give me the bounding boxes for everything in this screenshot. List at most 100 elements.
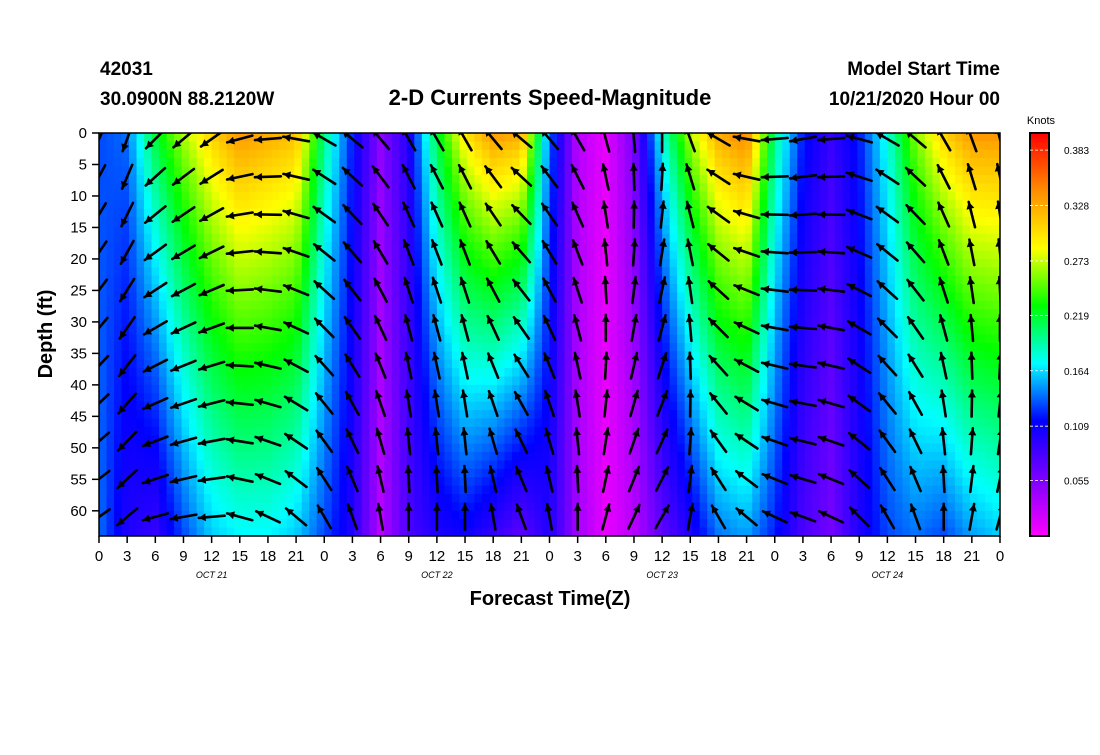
heatmap-cell [872,225,880,234]
heatmap-cell [234,141,242,150]
heatmap-cell [610,469,618,478]
heatmap-cell [700,158,708,167]
heatmap-cell [767,225,775,234]
heatmap-cell [182,293,190,302]
heatmap-cell [347,183,355,192]
heatmap-cell [99,192,107,201]
heatmap-cell [835,452,843,461]
heatmap-cell [737,519,745,528]
heatmap-cell [610,309,618,318]
heatmap-cell [467,469,475,478]
heatmap-cell [414,494,422,503]
heatmap-cell [805,225,813,234]
heatmap-cell [617,234,625,243]
heatmap-cell [257,444,265,453]
heatmap-cell [324,259,332,268]
heatmap-cell [797,343,805,352]
heatmap-cell [677,477,685,486]
heatmap-cell [692,360,700,369]
heatmap-cell [422,267,430,276]
heatmap-cell [414,435,422,444]
heatmap-cell [782,486,790,495]
heatmap-cell [362,511,370,520]
heatmap-cell [137,335,145,344]
heatmap-cell [677,402,685,411]
heatmap-cell [114,150,122,159]
heatmap-cell [444,418,452,427]
heatmap-cell [242,343,250,352]
heatmap-cell [557,158,565,167]
heatmap-cell [805,460,813,469]
heatmap-cell [752,234,760,243]
heatmap-cell [384,133,392,142]
heatmap-cell [790,276,798,285]
heatmap-cell [497,502,505,511]
heatmap-cell [107,293,115,302]
heatmap-cell [227,150,235,159]
heatmap-cell [474,452,482,461]
heatmap-cell [317,444,325,453]
heatmap-cell [752,167,760,176]
heatmap-cell [542,335,550,344]
heatmap-cell [865,418,873,427]
heatmap-cell [392,393,400,402]
heatmap-cell [302,242,310,251]
heatmap-cell [332,435,340,444]
heatmap-cell [610,385,618,394]
heatmap-cell [534,293,542,302]
heatmap-cell [362,284,370,293]
heatmap-cell [827,318,835,327]
heatmap-cell [504,343,512,352]
heatmap-cell [129,301,137,310]
heatmap-cell [249,242,257,251]
heatmap-cell [610,192,618,201]
heatmap-cell [722,200,730,209]
heatmap-cell [347,225,355,234]
heatmap-cell [557,242,565,251]
heatmap-cell [204,335,212,344]
heatmap-cell [414,293,422,302]
heatmap-cell [219,217,227,226]
heatmap-cell [242,393,250,402]
heatmap-cell [152,192,160,201]
heatmap-cell [677,158,685,167]
heatmap-cell [797,259,805,268]
heatmap-cell [369,418,377,427]
heatmap-cell [782,141,790,150]
heatmap-cell [407,234,415,243]
heatmap-cell [497,133,505,142]
heatmap-cell [565,242,573,251]
heatmap-cell [294,150,302,159]
heatmap-cell [790,183,798,192]
heatmap-cell [610,335,618,344]
heatmap-cell [114,309,122,318]
heatmap-cell [775,141,783,150]
heatmap-cell [565,410,573,419]
heatmap-cell [565,477,573,486]
heatmap-cell [272,418,280,427]
heatmap-cell [362,242,370,251]
heatmap-cell [369,335,377,344]
heatmap-cell [324,494,332,503]
heatmap-cell [692,511,700,520]
heatmap-cell [670,393,678,402]
heatmap-cell [580,360,588,369]
heatmap-cell [294,167,302,176]
heatmap-cell [234,486,242,495]
heatmap-cell [595,318,603,327]
heatmap-cell [264,469,272,478]
heatmap-cell [617,335,625,344]
heatmap-cell [212,309,220,318]
heatmap-cell [392,502,400,511]
heatmap-cell [707,234,715,243]
heatmap-cell [107,444,115,453]
heatmap-cell [782,167,790,176]
heatmap-cell [212,368,220,377]
heatmap-cell [805,427,813,436]
heatmap-cell [677,368,685,377]
heatmap-cell [700,494,708,503]
heatmap-cell [587,318,595,327]
heatmap-cell [745,494,753,503]
heatmap-cell [820,385,828,394]
heatmap-cell [640,217,648,226]
